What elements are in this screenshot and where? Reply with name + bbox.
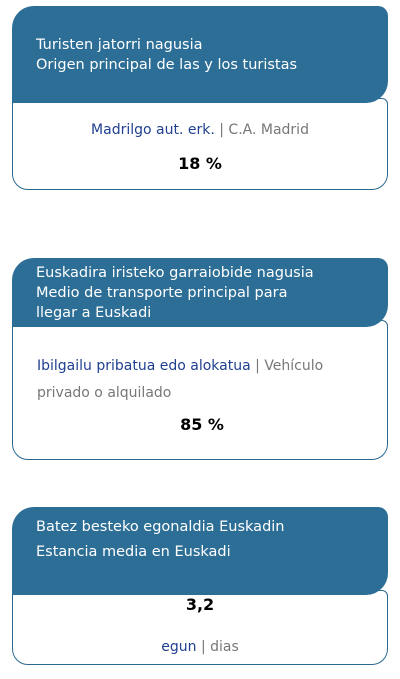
label-eu: egun — [161, 639, 197, 655]
header-line: Turisten jatorri nagusia — [36, 37, 203, 53]
value: 85 % — [180, 415, 224, 434]
label-es: dias — [210, 639, 239, 655]
separator: | — [255, 358, 260, 374]
label: Ibilgailu pribatua edo alokatua | Vehícu… — [37, 353, 367, 407]
card-body: Madrilgo aut. erk. | C.A. Madrid 18 % — [12, 98, 388, 190]
label: Madrilgo aut. erk. | C.A. Madrid — [13, 119, 387, 141]
label: egun | dias — [13, 636, 387, 658]
separator: | — [200, 639, 206, 655]
value: 3,2 — [185, 595, 215, 614]
header-line: Euskadira iristeko garraiobide nagusia — [36, 265, 314, 281]
header-line: Estancia media en Euskadi — [36, 544, 231, 560]
separator: | — [219, 122, 224, 138]
label-es: Vehículo privado o alquilado — [37, 358, 324, 401]
card-header: Batez besteko egonaldia Euskadin Estancia… — [12, 507, 388, 595]
card-body: Ibilgailu pribatua edo alokatua | Vehícu… — [12, 320, 388, 460]
card-header: Euskadira iristeko garraiobide nagusia Me… — [12, 258, 388, 327]
header-line: Medio de transporte principal para — [36, 285, 288, 301]
header-line: Batez besteko egonaldia Euskadin — [36, 519, 285, 535]
card-body: 3,2 egun | dias — [12, 590, 388, 665]
label-eu: Madrilgo aut. erk. — [91, 122, 215, 138]
header-line: llegar a Euskadi — [36, 305, 152, 321]
label-es: C.A. Madrid — [228, 122, 309, 138]
label-eu: Ibilgailu pribatua edo alokatua — [37, 358, 251, 374]
card-header: Turisten jatorri nagusia Origen principal… — [12, 6, 388, 103]
header-line: Origen principal de las y los turistas — [36, 57, 298, 73]
value: 18 % — [178, 154, 222, 173]
